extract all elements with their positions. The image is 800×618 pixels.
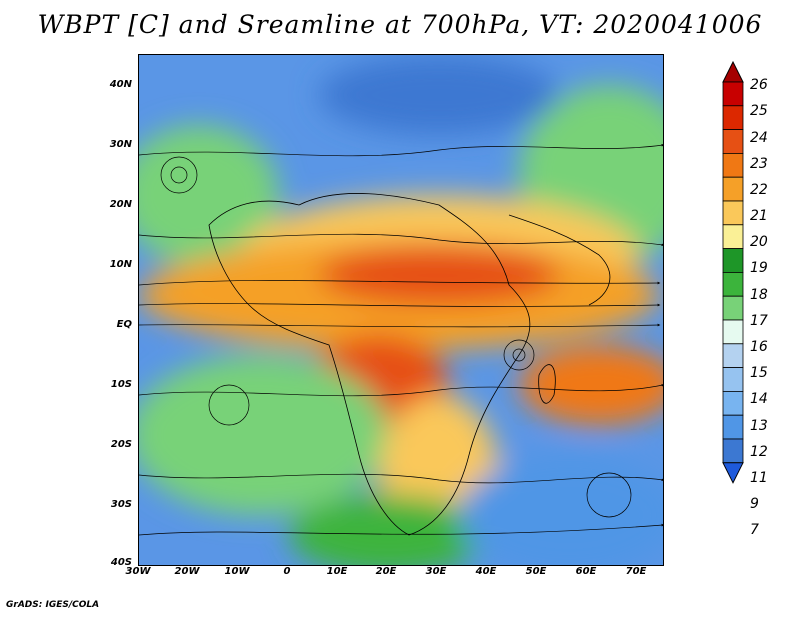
colorbar-label-26: 26 (750, 77, 768, 93)
colorbar-bottom-arrow (722, 462, 744, 484)
lon-label-20e: 20E (375, 566, 397, 577)
lon-label-50e: 50E (525, 566, 547, 577)
colorbar-segment (722, 414, 744, 440)
colorbar-label-20: 20 (750, 234, 768, 250)
colorbar-label-7: 7 (750, 522, 759, 538)
colorbar-segment (722, 153, 744, 178)
colorbar-label-9: 9 (750, 496, 759, 512)
colorbar-label-13: 13 (750, 418, 768, 434)
colorbar-segment (722, 200, 744, 226)
coastlines (208, 193, 611, 536)
colorbar-label-22: 22 (750, 182, 768, 198)
lat-label-40s: 40S (110, 557, 132, 568)
colorbar-segment (722, 390, 744, 416)
colorbar-label-16: 16 (750, 339, 768, 355)
lon-label-20w: 20W (174, 566, 200, 577)
streamlines (139, 143, 663, 536)
colorbar-label-25: 25 (750, 103, 768, 119)
lon-label-10w: 10W (224, 566, 250, 577)
lon-label-30w: 30W (125, 566, 151, 577)
colorbar (722, 60, 744, 484)
lat-label-30n: 30N (109, 139, 132, 150)
wbpt-field (139, 55, 663, 565)
colorbar-label-18: 18 (750, 287, 768, 303)
colorbar-segment (722, 438, 744, 464)
lon-label-0: 0 (283, 566, 291, 577)
lat-label-30s: 30S (110, 499, 132, 510)
colorbar-label-23: 23 (750, 156, 768, 172)
lat-label-20n: 20N (109, 199, 132, 210)
lon-label-40e: 40E (475, 566, 497, 577)
lat-label-10s: 10S (110, 379, 132, 390)
colorbar-label-15: 15 (750, 365, 768, 381)
lat-label-20s: 20S (110, 439, 132, 450)
map-panel (138, 54, 664, 566)
colorbar-label-17: 17 (750, 313, 768, 329)
colorbar-label-24: 24 (750, 130, 768, 146)
colorbar-top-arrow (722, 60, 744, 83)
lat-label-40n: 40N (109, 79, 132, 90)
temperature-fill (139, 55, 663, 565)
colorbar-segment (722, 176, 744, 202)
lat-label-eq: EQ (116, 319, 132, 330)
lon-label-70e: 70E (625, 566, 647, 577)
lat-label-10n: 10N (109, 259, 132, 270)
lon-label-10e: 10E (326, 566, 348, 577)
lon-label-60e: 60E (575, 566, 597, 577)
colorbar-segment (722, 105, 744, 130)
colorbar-segment (722, 271, 744, 297)
lon-label-30e: 30E (425, 566, 447, 577)
colorbar-segment (722, 81, 744, 107)
colorbar-segment (722, 343, 744, 368)
colorbar-segment (722, 367, 744, 392)
grads-credit: GrADS: IGES/COLA (6, 600, 100, 610)
colorbar-label-21: 21 (750, 208, 768, 224)
colorbar-segment (722, 248, 744, 273)
colorbar-label-14: 14 (750, 391, 768, 407)
colorbar-label-19: 19 (750, 260, 768, 276)
colorbar-label-11: 11 (750, 470, 768, 486)
colorbar-segment (722, 129, 744, 154)
colorbar-label-12: 12 (750, 444, 768, 460)
map-title: WBPT [C] and Sreamline at 700hPa, VT: 20… (37, 10, 763, 39)
colorbar-segment (722, 224, 744, 250)
colorbar-segment (722, 319, 744, 345)
colorbar-segment (722, 295, 744, 321)
